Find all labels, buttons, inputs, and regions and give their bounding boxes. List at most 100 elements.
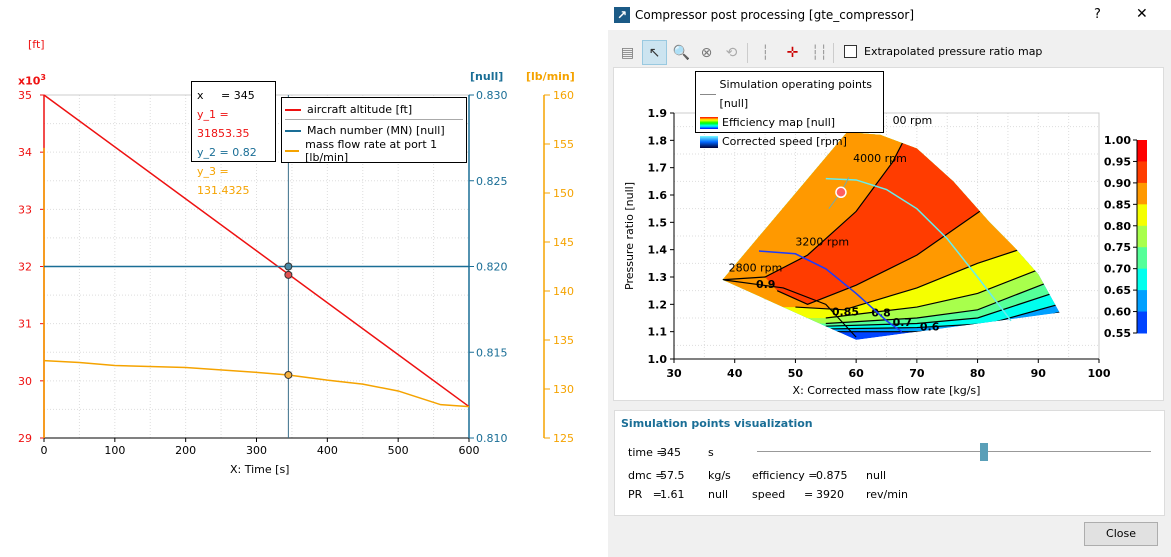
extrapolated-map-checkbox[interactable] (844, 45, 857, 58)
x-tick-label: 500 (388, 444, 409, 457)
zoom-area-icon[interactable]: 🔍 (672, 44, 691, 61)
tooltip-y1: y_1 = 31853.35 (197, 108, 250, 140)
y2-tick-label: 0.830 (476, 89, 508, 102)
efficiency-contour (825, 301, 1060, 330)
x-tick-label: 40 (727, 367, 743, 380)
y-tick-label: 1.9 (648, 107, 668, 120)
y1-tick-label: 34 (18, 146, 32, 159)
y3-tick-label: 160 (553, 89, 574, 102)
single-cursor-icon[interactable]: ┆ (761, 44, 770, 61)
x-tick-label: 0 (41, 444, 48, 457)
extrapolated-map-label[interactable]: Extrapolated pressure ratio map (864, 45, 1043, 58)
close-button[interactable]: Close (1084, 522, 1158, 546)
legend-label: Corrected speed [rpm] (722, 135, 847, 148)
x-tick-label: 100 (104, 444, 125, 457)
efficiency-contour (776, 208, 984, 305)
efficiency-contour (825, 273, 1060, 325)
close-window-button[interactable]: ✕ (1136, 6, 1148, 22)
x-tick-label: 60 (848, 367, 864, 380)
time-slider-track[interactable] (757, 451, 1151, 452)
y3-tick-label: 135 (553, 334, 574, 347)
multiplier-exp: 3 (40, 73, 46, 82)
title-bar: ↗ Compressor post processing [gte_compre… (608, 0, 1171, 30)
map-legend: Simulation operating points [null] Effic… (695, 71, 884, 148)
time-unit: s (708, 446, 714, 459)
legend-label: Simulation operating points [null] (719, 78, 872, 110)
colorbar-band (1137, 290, 1147, 313)
x-tick-label: 100 (1088, 367, 1111, 380)
efficiency-contour (825, 287, 1060, 327)
zoom-reset-icon[interactable]: ⊗ (700, 44, 713, 61)
multiplier-text: x10 (18, 74, 41, 88)
pointer-tool-icon[interactable]: ↖ (642, 40, 667, 65)
speed-line-label: 00 rpm (893, 114, 933, 127)
y2-tick-label: 0.815 (476, 346, 508, 359)
contour-label: 0.6 (920, 320, 940, 333)
cursor-tooltip: x = 345 y_1 = 31853.35 y_2 = 0.82 y_3 = … (191, 81, 276, 197)
colorbar-band (1137, 204, 1147, 227)
colorbar-band (1137, 247, 1147, 270)
speed-label: speed (752, 488, 786, 501)
legend-swatch (700, 116, 718, 129)
x-tick-label: 80 (970, 367, 986, 380)
legend-swatch (285, 129, 301, 132)
x-tick-label: 30 (666, 367, 682, 380)
legend-label: mass flow rate at port 1 [lb/min] (305, 138, 438, 164)
y1-tick-label: 35 (18, 89, 32, 102)
help-button[interactable]: ? (1094, 7, 1101, 22)
legend-item-mass-flow[interactable]: mass flow rate at port 1 [lb/min] (285, 138, 463, 164)
crosshair-cursor-icon[interactable]: ✛ (786, 44, 799, 61)
colorbar-band (1137, 140, 1147, 162)
efficiency-unit: null (866, 469, 887, 482)
tooltip-x: x = 345 (197, 89, 255, 102)
y2-tick-label: 0.810 (476, 432, 508, 445)
speed-unit: rev/min (866, 488, 909, 501)
y-tick-label: 1.5 (648, 216, 668, 229)
legend-item-operating-points[interactable]: Simulation operating points [null] (700, 75, 879, 113)
dual-cursor-icon[interactable]: ┆┆ (811, 44, 828, 61)
speed-line (758, 250, 903, 333)
time-value: 345 (660, 446, 681, 459)
y1-tick-label: 29 (18, 432, 32, 445)
legend-item-efficiency-map[interactable]: Efficiency map [null] (700, 113, 879, 132)
y-axis-title: Pressure ratio [null] (623, 182, 636, 290)
simulation-points-panel: Simulation points visualization time = 3… (614, 410, 1165, 516)
speed-line-label: 4000 rpm (853, 152, 907, 165)
pr-label: PR = (628, 488, 662, 501)
colorbar-tick-label: 0.85 (1104, 198, 1131, 211)
dmc-value: 57.5 (660, 469, 685, 482)
time-label: time = (628, 446, 666, 459)
tooltip-y3: y_3 = 131.4325 (197, 165, 250, 197)
current-operating-point (835, 186, 847, 199)
y2-tick-label: 0.825 (476, 175, 508, 188)
speed-line-label: 2800 rpm (729, 262, 783, 275)
x-tick-label: 70 (909, 367, 925, 380)
y3-tick-label: 155 (553, 138, 574, 151)
contour-label: 0.7 (893, 316, 913, 329)
speed-value: 3920 (816, 488, 844, 501)
time-slider-thumb[interactable] (979, 443, 988, 461)
cursor-marker-mach (284, 262, 293, 271)
colorbar-tick-label: 1.00 (1104, 134, 1131, 147)
panel-heading: Simulation points visualization (621, 417, 813, 430)
contour-label: 0.85 (832, 305, 859, 318)
x-tick-label: 200 (175, 444, 196, 457)
legend-item-altitude[interactable]: aircraft altitude [ft] (285, 100, 463, 120)
legend-item-mach[interactable]: Mach number (MN) [null] (285, 120, 463, 141)
legend-item-corrected-speed[interactable]: Corrected speed [rpm] (700, 132, 879, 151)
y-tick-label: 1.1 (648, 326, 668, 339)
x-tick-label: 50 (788, 367, 804, 380)
x-tick-label: 90 (1031, 367, 1047, 380)
x-axis-title: X: Corrected mass flow rate [kg/s] (793, 384, 981, 397)
colorbar-tick-label: 0.55 (1104, 327, 1131, 340)
colorbar-tick-label: 0.80 (1104, 220, 1131, 233)
chart-legend: aircraft altitude [ft] Mach number (MN) … (281, 97, 467, 164)
pr-value: 1.61 (660, 488, 685, 501)
legend-label: aircraft altitude [ft] (307, 103, 413, 116)
toolbar-separator (833, 43, 834, 63)
y3-tick-label: 130 (553, 383, 574, 396)
colorbar-band (1137, 182, 1147, 205)
table-view-icon[interactable]: ▤ (620, 44, 635, 61)
zoom-undo-icon[interactable]: ⟲ (725, 44, 738, 61)
colorbar-tick-label: 0.60 (1104, 306, 1131, 319)
